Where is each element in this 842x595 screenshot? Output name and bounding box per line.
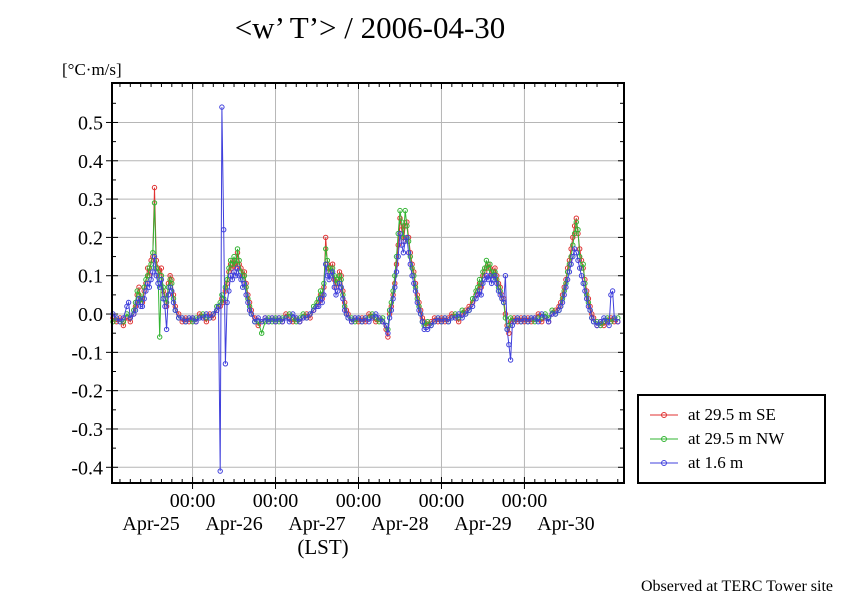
footer-annotations: Observed at TERC Tower site Created Auto… [375, 539, 833, 595]
legend-label: at 29.5 m NW [688, 429, 785, 448]
date-label: Apr-30 [537, 513, 594, 535]
x-tick-label: 00:00 [336, 490, 382, 512]
date-label: Apr-27 [288, 513, 345, 535]
y-tick-label: -0.1 [71, 342, 103, 364]
legend-label: at 1.6 m [688, 453, 744, 472]
legend-marker-icon [650, 412, 678, 418]
y-tick-label: -0.3 [71, 419, 103, 441]
axis-ticks [106, 83, 624, 489]
legend-item-29-5m-nw: at 29.5 m NW [649, 427, 820, 451]
y-tick-label: -0.4 [71, 457, 103, 479]
y-tick-label: 0.5 [78, 112, 103, 134]
tick-labels: -0.4 -0.3 -0.2 -0.1 0.0 0.1 0.2 0.3 0.4 0.5 00:00 0… [71, 112, 594, 535]
x-tick-label: 00:00 [253, 490, 299, 512]
x-tick-label: 00:00 [419, 490, 465, 512]
y-tick-label: 0.0 [78, 304, 103, 326]
chart-title: <w’ T’> / 2006-04-30 [234, 10, 506, 45]
legend-item-29-5m-se: at 29.5 m SE [649, 403, 820, 427]
x-axis-label: (LST) [297, 535, 349, 559]
gridlines [112, 83, 624, 483]
observed-site-note: Observed at TERC Tower site [640, 578, 833, 595]
y-tick-label: 0.4 [78, 151, 103, 173]
series-2 [110, 104, 621, 474]
plot-frame [111, 82, 625, 484]
y-axis-unit-label: [°C·m/s] [62, 60, 122, 79]
y-tick-label: 0.2 [78, 227, 103, 249]
legend-marker-icon [650, 460, 678, 466]
legend-item-1-6m: at 1.6 m [649, 451, 820, 475]
date-label: Apr-25 [122, 513, 179, 535]
x-tick-label: 00:00 [170, 490, 216, 512]
y-tick-label: 0.3 [78, 189, 103, 211]
date-label: Apr-26 [205, 513, 262, 535]
date-label: Apr-29 [454, 513, 511, 535]
y-tick-label: 0.1 [78, 266, 103, 288]
date-label: Apr-28 [371, 513, 428, 535]
legend-box: at 29.5 m SE at 29.5 m NW at 1.6 m [637, 394, 826, 484]
x-tick-label: 00:00 [502, 490, 548, 512]
y-tick-label: -0.2 [71, 381, 103, 403]
legend-label: at 29.5 m SE [688, 405, 776, 424]
legend-marker-icon [650, 436, 678, 442]
